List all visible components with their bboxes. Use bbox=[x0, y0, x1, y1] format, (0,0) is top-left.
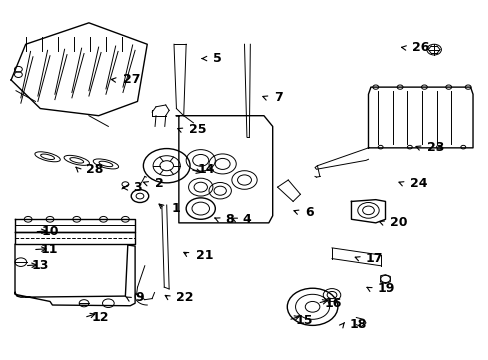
Text: 10: 10 bbox=[41, 225, 59, 238]
Text: 13: 13 bbox=[32, 259, 49, 272]
Text: 16: 16 bbox=[324, 297, 342, 310]
Text: 4: 4 bbox=[242, 213, 250, 226]
Text: 23: 23 bbox=[426, 141, 443, 154]
Text: 12: 12 bbox=[91, 311, 109, 324]
Text: 18: 18 bbox=[349, 318, 366, 331]
Text: 8: 8 bbox=[224, 213, 233, 226]
Text: 5: 5 bbox=[212, 52, 221, 65]
Text: 27: 27 bbox=[122, 73, 140, 86]
Text: 15: 15 bbox=[295, 314, 312, 327]
Text: 6: 6 bbox=[305, 206, 313, 219]
Text: 14: 14 bbox=[197, 163, 214, 176]
Text: 11: 11 bbox=[40, 243, 58, 256]
Text: 19: 19 bbox=[376, 283, 394, 296]
Text: 9: 9 bbox=[135, 291, 143, 305]
Text: 20: 20 bbox=[389, 216, 407, 229]
Text: 3: 3 bbox=[133, 181, 142, 194]
Text: 1: 1 bbox=[171, 202, 180, 215]
Text: 21: 21 bbox=[196, 248, 213, 261]
Text: 28: 28 bbox=[85, 163, 102, 176]
Text: 2: 2 bbox=[154, 177, 163, 190]
Text: 24: 24 bbox=[409, 177, 427, 190]
Text: 22: 22 bbox=[176, 291, 194, 305]
Text: 26: 26 bbox=[411, 41, 429, 54]
Text: 7: 7 bbox=[273, 91, 282, 104]
Text: 25: 25 bbox=[188, 123, 205, 136]
Text: 17: 17 bbox=[366, 252, 383, 265]
